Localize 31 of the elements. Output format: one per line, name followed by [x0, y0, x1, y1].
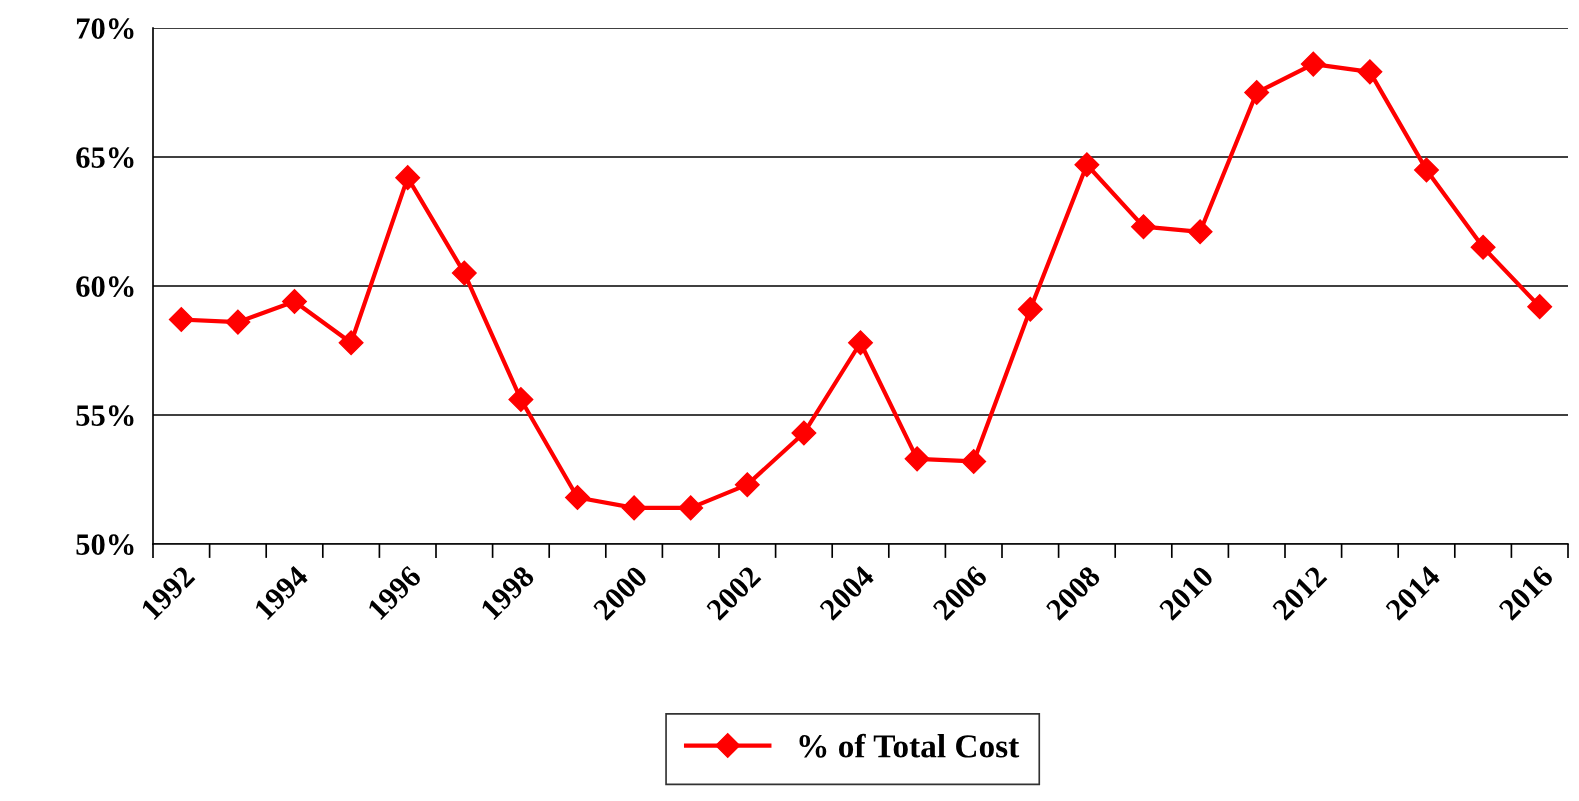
point — [621, 495, 647, 521]
point — [282, 289, 307, 314]
y-tick-label: 65% — [76, 147, 134, 168]
point — [225, 309, 251, 335]
point — [734, 472, 760, 498]
point — [565, 485, 590, 511]
point — [848, 330, 873, 356]
point — [1017, 296, 1043, 322]
point — [338, 330, 364, 356]
point — [1187, 219, 1213, 245]
y-tick-label: 50% — [76, 534, 134, 555]
y-tick-label: 70% — [76, 18, 134, 39]
point — [1244, 80, 1270, 105]
point — [1470, 234, 1496, 260]
point — [508, 387, 534, 412]
point — [1074, 152, 1100, 178]
point — [168, 307, 194, 333]
point — [1414, 157, 1439, 183]
point — [961, 448, 987, 474]
point — [1527, 294, 1553, 320]
point — [678, 495, 704, 521]
point — [904, 446, 930, 472]
point — [1131, 214, 1156, 240]
y-tick-label: 60% — [76, 276, 134, 297]
y-tick-label: 55% — [76, 405, 134, 426]
point — [395, 165, 421, 191]
point — [451, 260, 477, 286]
point — [1300, 51, 1326, 77]
point — [791, 420, 817, 446]
point — [1357, 59, 1383, 85]
legend-label: % of Total Cost — [799, 733, 1020, 758]
